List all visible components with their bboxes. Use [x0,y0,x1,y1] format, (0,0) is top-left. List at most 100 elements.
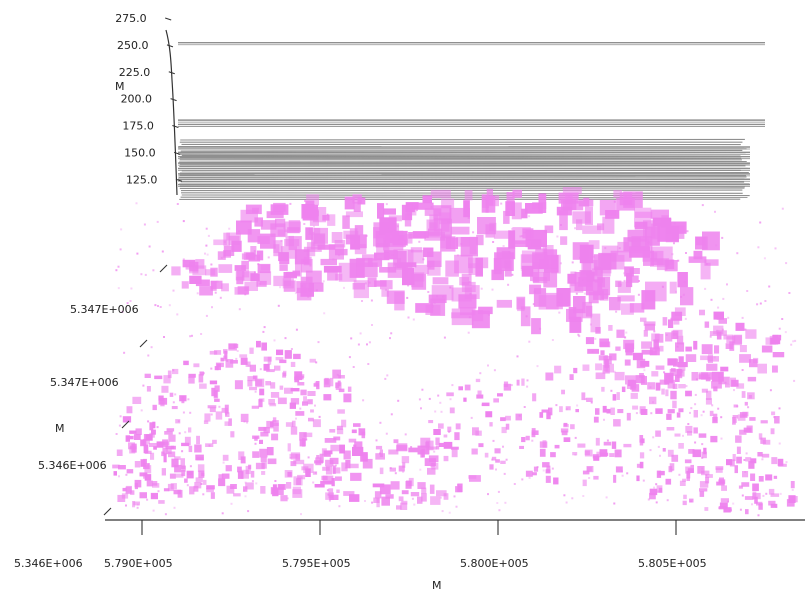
cloud-point [579,257,581,259]
cloud-point [244,421,246,423]
building-block [310,359,316,363]
cloud-point [211,414,213,416]
elevation-layer [178,179,744,180]
building-block [268,357,272,365]
building-block [678,384,686,388]
cloud-point [656,501,658,503]
building-block [273,203,286,212]
cloud-point [736,252,738,254]
cloud-point [367,363,369,365]
building-block [661,389,665,395]
building-block [269,403,276,406]
building-block [685,347,692,352]
cloud-point [487,493,489,495]
building-block [603,406,607,413]
building-block [134,434,141,440]
cloud-point [309,265,311,267]
building-block [167,428,175,431]
cloud-point [245,495,247,497]
cloud-point [290,457,292,459]
building-block [678,408,683,412]
building-block [602,217,614,234]
building-block [713,414,717,422]
building-block [485,453,489,458]
z-tick-mark [172,126,178,128]
building-block [458,294,476,308]
building-block [663,448,666,452]
cloud-point [448,431,450,433]
building-block [583,480,587,487]
z-axis-line [166,30,177,195]
cloud-point [120,248,122,250]
building-block [739,430,746,435]
cloud-point [788,292,790,294]
cloud-point [388,227,390,229]
building-block [670,391,676,400]
cloud-point [764,257,766,259]
building-block [553,478,558,485]
elevation-layer [179,166,745,167]
cloud-point [397,400,399,402]
building-block [706,398,712,405]
cloud-point [244,293,246,295]
cloud-point [667,499,669,501]
building-block [236,277,243,284]
building-block [291,427,297,435]
cloud-point [420,407,422,409]
cloud-point [183,258,185,260]
cloud-point [174,507,176,509]
cloud-point [205,245,207,247]
cloud-point [254,271,256,273]
building-block [130,490,134,495]
building-block [636,476,639,482]
cloud-point [717,307,719,309]
cloud-point [419,469,421,471]
building-block [196,477,203,482]
building-block [686,477,690,481]
building-block [293,354,301,359]
cloud-point [623,272,625,274]
building-block [145,374,151,378]
cloud-point [313,232,315,234]
building-block [380,484,391,494]
cloud-point [572,261,574,263]
building-block [230,484,237,489]
cloud-point [468,217,470,219]
building-block [168,452,175,458]
building-block [757,364,767,374]
building-block [600,342,611,348]
building-block [600,294,609,301]
cloud-point [183,412,185,414]
building-block [529,285,541,295]
cloud-point [123,352,125,354]
building-block [478,443,483,447]
building-block [145,451,152,454]
building-block [688,449,694,454]
cloud-point [614,201,616,203]
y-tick-mark [104,508,111,515]
building-block [647,382,655,389]
cloud-point [722,329,724,331]
cloud-point [658,446,660,448]
building-block [656,366,665,370]
building-block [616,198,635,211]
building-block [151,495,154,498]
building-block [791,481,795,488]
building-block [348,387,352,392]
cloud-point [657,490,659,492]
building-block [189,446,193,452]
cloud-point [160,306,162,308]
building-block [248,465,251,470]
building-block [475,431,481,436]
cloud-point [582,495,584,497]
building-block [411,247,422,252]
building-block [343,394,351,403]
building-block [686,354,697,362]
building-block [583,198,589,207]
cloud-point [684,281,686,283]
building-block [575,409,579,412]
building-block [532,393,536,401]
building-block [174,456,180,460]
building-block [436,446,439,450]
cloud-point [386,203,388,205]
